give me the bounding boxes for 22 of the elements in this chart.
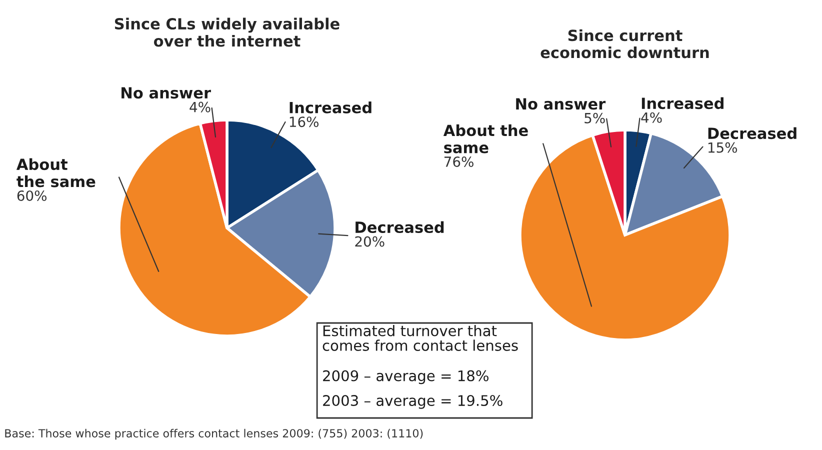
- data-label: 15%: [708, 142, 738, 153]
- slice-label: No answer: [122, 87, 211, 99]
- slice-label: Increased: [290, 102, 372, 114]
- data-label: 5%: [584, 112, 605, 124]
- text: Base: Those whose practice offers contact lenses 2009: (755) 2003: (1110): [5, 428, 423, 440]
- data-label: 4%: [641, 112, 662, 123]
- text: 2003 – average = 19.5%: [323, 395, 502, 409]
- chart-title: Since current economic downturn: [540, 29, 709, 58]
- data-label: 20%: [355, 236, 384, 247]
- slice-label: About the same: [443, 124, 528, 154]
- data-label: 60%: [17, 190, 47, 201]
- slice-label: Decreased: [356, 221, 444, 234]
- text: Estimated turnover that comes from contact lenses: [322, 325, 518, 351]
- data-label: 4%: [190, 102, 210, 112]
- text: 2009 – average = 18%: [323, 370, 488, 384]
- slice-label: Increased: [642, 97, 724, 110]
- data-label: 16%: [290, 116, 318, 128]
- data-label: 76%: [444, 156, 474, 167]
- slice-label: About the same: [16, 158, 96, 188]
- slice-label: No answer: [516, 98, 606, 110]
- chart-title: Since CLs widely available over the internet: [114, 18, 340, 47]
- slice-label: Decreased: [708, 127, 796, 140]
